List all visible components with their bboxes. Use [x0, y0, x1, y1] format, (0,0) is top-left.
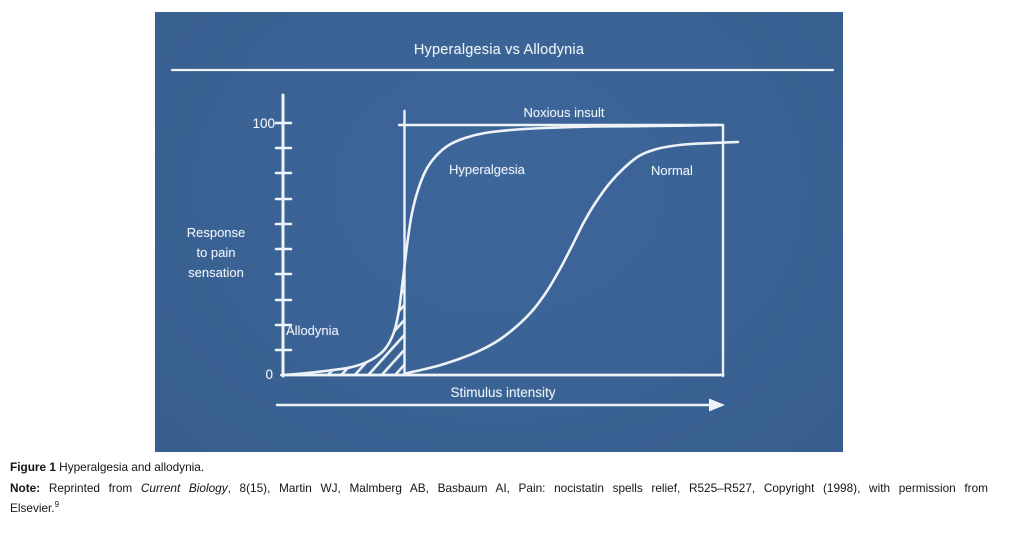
chart-canvas [170, 68, 835, 412]
figure-caption-text: Hyperalgesia and allodynia. [55, 460, 205, 474]
allodynia-hatched-region [318, 262, 405, 375]
note-text-1: Reprinted from [40, 480, 141, 495]
figure-number: Figure 1 [10, 460, 56, 474]
caption-note-line: Note: Reprinted from Current Biology, 8(… [10, 478, 988, 499]
hyperalgesia-curve [281, 123, 720, 377]
y-axis-title-line1: Response [186, 225, 246, 240]
allodynia-region-label: Allodynia [286, 323, 339, 338]
caption-line-1: Figure 1 Hyperalgesia and allodynia. [10, 457, 988, 478]
y-axis-tick-label-0: 0 [265, 367, 273, 382]
x-axis-title: Stimulus intensity [450, 385, 556, 400]
chart-title: Hyperalgesia vs Allodynia [413, 42, 585, 58]
noxious-insult-label: Noxious insult [523, 105, 605, 120]
caption-note-end: Elsevier.9 [10, 498, 988, 519]
note-label: Note: [10, 480, 41, 495]
y-axis-tick-label-100: 100 [252, 116, 275, 131]
y-axis-title: Response to pain sensation [163, 223, 269, 283]
normal-curve-label: Normal [651, 163, 693, 178]
note-reference-number: 9 [54, 500, 60, 510]
note-text-2: , 8(15), Martin WJ, Malmberg AB, Basbaum… [227, 480, 988, 495]
hyperalgesia-curve-label: Hyperalgesia [449, 162, 525, 177]
y-axis-title-line3: sensation [188, 265, 244, 280]
note-source-italic: Current Biology [140, 480, 228, 495]
y-axis-title-line2: to pain [196, 245, 236, 260]
figure-caption: Figure 1 Hyperalgesia and allodynia. Not… [10, 457, 988, 519]
x-arrowhead [709, 398, 725, 412]
figure-panel: Hyperalgesia vs Allodynia 100 0 Response… [155, 12, 843, 452]
normal-curve [403, 140, 740, 375]
note-text-3: Elsevier. [10, 501, 55, 516]
